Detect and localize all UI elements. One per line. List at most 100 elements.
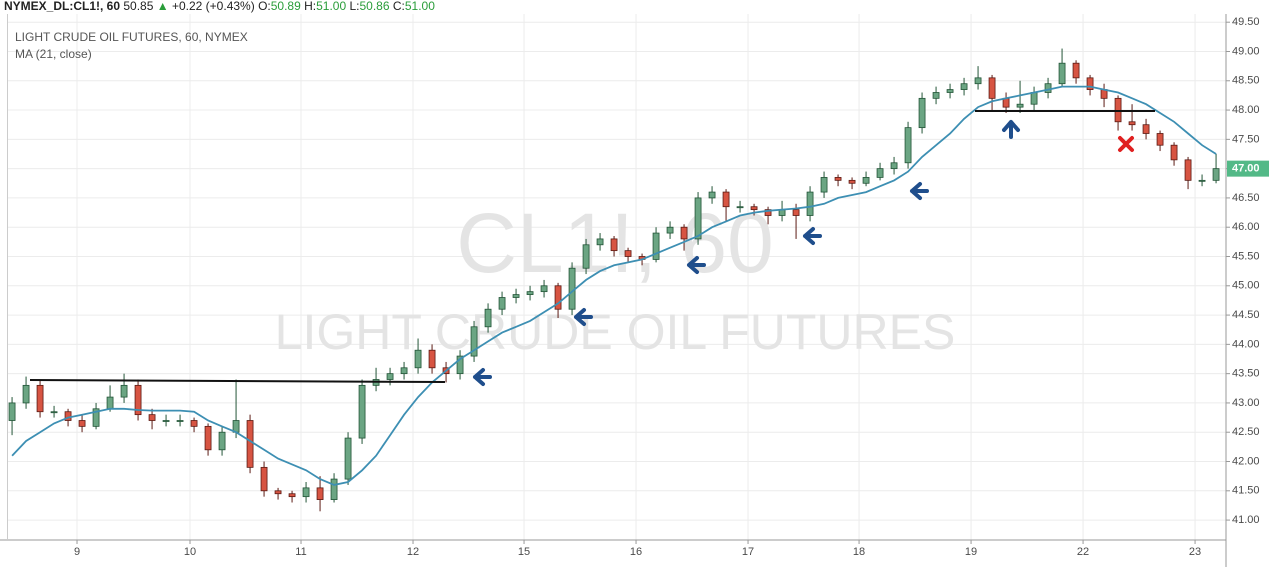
y-tick-label: 42.00	[1232, 455, 1260, 467]
candle-body	[652, 232, 660, 260]
candle-body	[904, 127, 912, 164]
candle-body	[862, 177, 870, 184]
x-tick-label: 9	[74, 546, 80, 558]
candle-body	[386, 373, 394, 380]
y-tick-label: 41.00	[1232, 514, 1260, 526]
candle-body	[974, 77, 982, 85]
y-tick-label: 47.50	[1232, 133, 1260, 145]
x-tick-label: 22	[1077, 546, 1089, 558]
watermark-name: LIGHT CRUDE OIL FUTURES	[275, 304, 956, 360]
candle-body	[1044, 83, 1052, 93]
candle-body	[610, 238, 618, 252]
y-tick-label: 44.50	[1232, 309, 1260, 321]
arrow	[473, 368, 492, 386]
candle-body	[1030, 92, 1038, 105]
time-axis-bg	[0, 540, 1270, 567]
candle-body	[624, 250, 632, 257]
candle-body	[750, 206, 758, 211]
candle-body	[302, 487, 310, 498]
grid	[8, 14, 1226, 540]
candle-body	[50, 411, 58, 414]
candle-body	[960, 83, 968, 90]
arrow	[803, 227, 822, 245]
y-tick-label: 49.50	[1232, 16, 1260, 28]
y-tick-label: 45.00	[1232, 280, 1260, 292]
candle-body	[330, 478, 338, 500]
candle-body	[876, 168, 884, 178]
y-tick-label: 46.50	[1232, 192, 1260, 204]
y-tick-label: 45.50	[1232, 250, 1260, 262]
ma-line	[11, 85, 1217, 486]
y-tick-label: 48.00	[1232, 104, 1260, 116]
candle-body	[204, 425, 212, 451]
candle-body	[274, 490, 282, 495]
candle-body	[806, 191, 814, 216]
high-value: 51.00	[316, 0, 346, 13]
candle-body	[722, 191, 730, 208]
candle-body	[1198, 179, 1206, 182]
y-tick-label: 49.00	[1232, 45, 1260, 57]
candle-body	[1156, 133, 1164, 146]
candle-body	[8, 402, 16, 421]
candle-body	[162, 420, 170, 422]
x-tick-label: 19	[965, 546, 977, 558]
candle-body	[1058, 62, 1066, 85]
x-tick-label: 16	[630, 546, 642, 558]
candle-body	[932, 92, 940, 99]
candle-body	[890, 162, 898, 170]
open-value: 50.89	[271, 0, 301, 13]
candle-body	[1212, 168, 1220, 181]
candle-body	[1128, 121, 1136, 126]
x-tick-label: 15	[518, 546, 530, 558]
candle-body	[400, 367, 408, 375]
y-tick-label: 43.00	[1232, 397, 1260, 409]
candle-body	[22, 384, 30, 404]
candle-body	[1086, 77, 1094, 90]
candle-body	[414, 349, 422, 369]
candle-body	[918, 97, 926, 129]
candle-body	[190, 420, 198, 427]
candle-body	[134, 384, 142, 416]
candle-body	[596, 238, 604, 246]
candle-body	[1016, 103, 1024, 108]
candle-body	[792, 209, 800, 216]
candle-body	[246, 420, 254, 468]
symbol: NYMEX_DL:CL1!, 60	[4, 0, 120, 13]
x-tick-label: 11	[295, 546, 306, 558]
candle-body	[120, 384, 128, 398]
candle-body	[526, 291, 534, 295]
close-label: C:	[393, 0, 405, 13]
candle-body	[148, 414, 156, 421]
arrow	[574, 308, 593, 326]
low-value: 50.86	[360, 0, 390, 13]
price-axis-bg	[1226, 0, 1270, 567]
change: +0.22 (+0.43%)	[172, 0, 255, 13]
candle-body	[708, 191, 716, 199]
y-tick-label: 41.50	[1232, 485, 1260, 497]
candle-body	[36, 384, 44, 413]
arrow	[910, 182, 929, 200]
close-value: 51.00	[405, 0, 435, 13]
candle-body	[428, 349, 436, 369]
candle-body	[680, 226, 688, 240]
y-tick-label: 44.00	[1232, 338, 1260, 350]
ma-legend: MA (21, close)	[15, 47, 92, 61]
candle-body	[848, 179, 856, 184]
candle-body	[666, 226, 674, 234]
y-tick-label: 48.50	[1232, 75, 1260, 87]
candle-body	[1170, 144, 1178, 161]
candle-body	[988, 77, 996, 99]
price-tag	[1227, 160, 1269, 177]
candle-body	[540, 285, 548, 293]
candle-body	[1142, 124, 1150, 134]
candle-body	[1184, 159, 1192, 181]
candle-body	[512, 294, 520, 298]
candle-body	[218, 431, 226, 451]
header: NYMEX_DL:CL1!, 60 50.85 ▲ +0.22 (+0.43%)…	[4, 0, 435, 13]
candle-body	[820, 177, 828, 193]
candle-body	[946, 89, 954, 93]
chart-title: LIGHT CRUDE OIL FUTURES, 60, NYMEX	[15, 30, 248, 44]
candle-body	[736, 206, 744, 209]
candle-body	[484, 308, 492, 328]
